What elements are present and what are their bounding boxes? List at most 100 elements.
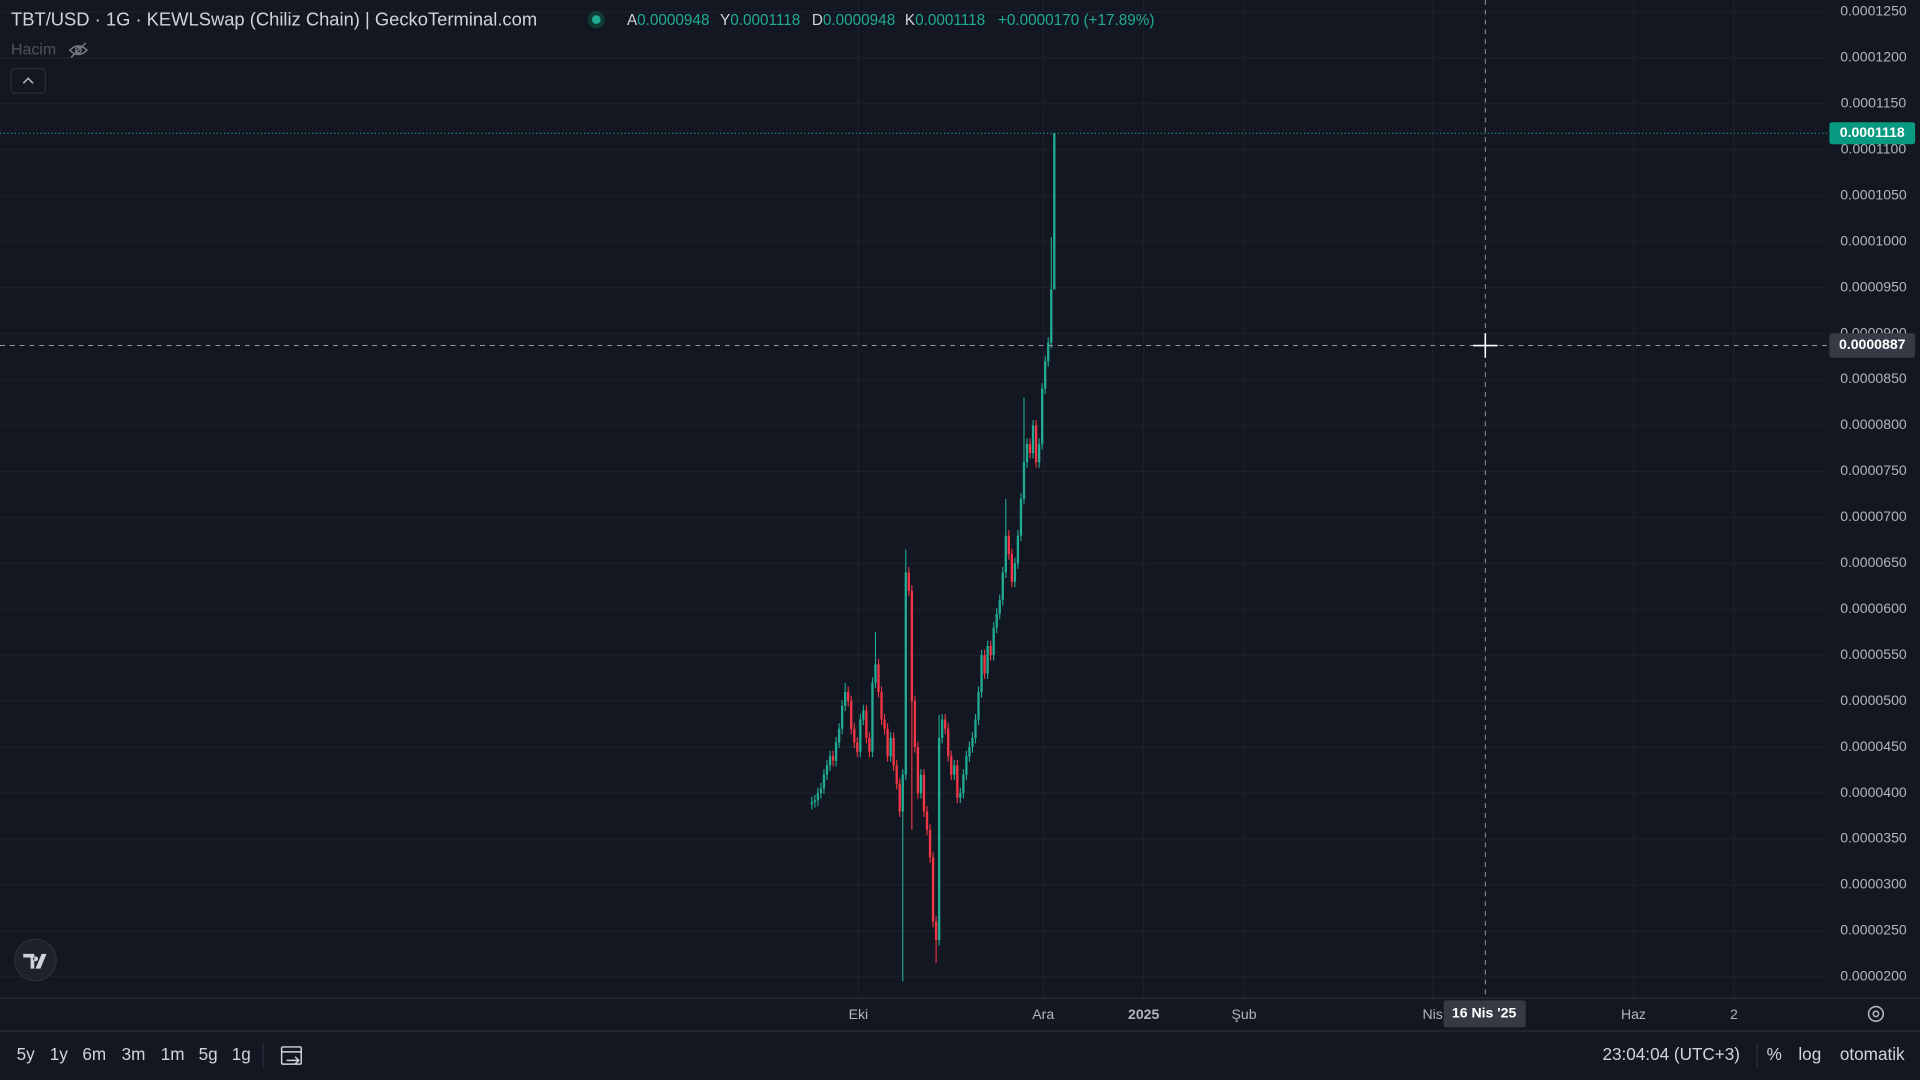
log-toggle[interactable]: log [1798, 1044, 1821, 1064]
logo-mark [23, 953, 47, 969]
crosshair-price-label: 0.0000887 [1839, 336, 1906, 352]
candle-body [947, 728, 950, 757]
range-button[interactable]: 5g [199, 1044, 218, 1064]
clock[interactable]: 23:04:04 (UTC+3) [1602, 1044, 1740, 1064]
candle-body [880, 691, 883, 720]
crosshair-date-box [1443, 1000, 1526, 1028]
candle-body [856, 742, 859, 752]
y-tick-label: 0.0001250 [1840, 3, 1907, 19]
candle-body [828, 756, 832, 766]
candle-body [1010, 554, 1014, 582]
y-tick-label: 0.0001150 [1841, 95, 1907, 111]
hide-icon[interactable] [68, 42, 88, 59]
candle-body [995, 613, 998, 628]
ohlc-value: 0.0001118 [730, 12, 800, 29]
range-button[interactable]: 1g [232, 1044, 251, 1064]
y-tick-label: 0.0000350 [1840, 830, 1907, 846]
candle-body [977, 691, 980, 720]
range-button[interactable]: 3m [122, 1044, 146, 1064]
candle-body [1019, 498, 1023, 536]
ohlc-value: 0.0001118 [915, 12, 985, 29]
candle-body [919, 774, 923, 794]
collapse-button[interactable] [10, 67, 46, 94]
candle-body [928, 829, 932, 858]
last-price-box [1829, 122, 1916, 145]
settings-icon[interactable] [1867, 1005, 1885, 1023]
candle-body [998, 600, 1001, 614]
ohlc: A0.0000948 Y0.0001118 D0.0000948 K0.0001… [627, 12, 1155, 29]
percent-toggle[interactable]: % [1767, 1044, 1782, 1064]
candle-body [816, 793, 820, 801]
candle-body [901, 774, 904, 812]
y-tick-label: 0.0000200 [1840, 968, 1907, 984]
candle-body [837, 728, 841, 743]
candle-body [834, 742, 838, 761]
candles [810, 133, 1056, 982]
candle-body [847, 691, 850, 702]
candle-body [959, 793, 962, 798]
candle-body [980, 655, 983, 692]
candle-body [874, 664, 877, 683]
x-tick-label: 2025 [1128, 1006, 1159, 1022]
x-tick-label: Eki [849, 1006, 869, 1022]
candle-body [944, 719, 947, 729]
candle-body [813, 800, 817, 803]
range-button[interactable]: 6m [82, 1044, 106, 1064]
y-tick-label: 0.0000450 [1840, 738, 1907, 754]
candle-body [819, 788, 823, 794]
range-button[interactable]: 5y [17, 1044, 36, 1064]
candle-body [910, 590, 914, 702]
candle-body [895, 765, 898, 784]
bottom-toolbar: 5y 1y 6m 3m 1m 5g 1g 23:04:04 (UTC+3)% log otomat… [17, 1044, 1905, 1064]
candle-body [1004, 535, 1007, 573]
x-tick-label: Nis [1422, 1006, 1442, 1022]
ohlc-key: K [905, 12, 916, 29]
candle-body [822, 774, 826, 789]
status-dot [592, 15, 601, 24]
candle-body [1007, 535, 1010, 555]
candle-body [953, 765, 956, 775]
candle-body [868, 737, 871, 752]
ohlc-key: A [627, 12, 638, 29]
auto-toggle[interactable]: otomatik [1840, 1044, 1905, 1064]
candle-body [956, 765, 959, 798]
last-price-label: 0.0001118 [1840, 124, 1905, 140]
candle-body [965, 756, 968, 775]
candle-body [871, 682, 874, 752]
change: +0.0000170 (+17.89%) [998, 12, 1155, 29]
candle-body [992, 627, 995, 656]
y-tick-label: 0.0000800 [1840, 416, 1907, 432]
candle-body [1034, 425, 1038, 463]
y-tick-label: 0.0000400 [1840, 784, 1907, 800]
range-button[interactable]: 1m [161, 1044, 185, 1064]
y-tick-label: 0.0001000 [1840, 232, 1907, 248]
candle-body [886, 728, 889, 757]
symbol-title: TBT/USD · 1G · KEWLSwap (Chiliz Chain) |… [11, 9, 537, 30]
volume-label[interactable]: Hacim [11, 41, 56, 58]
candle-body [840, 705, 844, 729]
candle-body [862, 710, 865, 720]
y-tick-label: 0.0000750 [1840, 462, 1907, 478]
candle-body [962, 774, 965, 794]
candle-body [883, 719, 886, 729]
range-button[interactable]: 1y [50, 1044, 69, 1064]
crosshair-date-label: 16 Nis '25 [1452, 1005, 1517, 1021]
candle-body [865, 710, 868, 738]
candle-body [971, 737, 974, 748]
date-range-icon[interactable] [280, 1046, 302, 1065]
candle-body [1044, 361, 1047, 389]
candle-body [1047, 342, 1050, 362]
candle-body [898, 783, 901, 812]
x-tick-label: Ara [1032, 1006, 1054, 1022]
candle-body [974, 719, 977, 738]
x-tick-label: Şub [1232, 1006, 1257, 1022]
candle-body [850, 701, 853, 729]
candle-body [913, 701, 917, 748]
candle-body [989, 646, 992, 656]
ohlc-value: 0.0000948 [823, 12, 895, 29]
overlay: 0.0000200 0.0000250 0.0000300 0.0000350 0.00… [0, 0, 1916, 1028]
candle-body [968, 747, 971, 757]
candle-body [825, 765, 829, 775]
candle-body [950, 756, 953, 775]
